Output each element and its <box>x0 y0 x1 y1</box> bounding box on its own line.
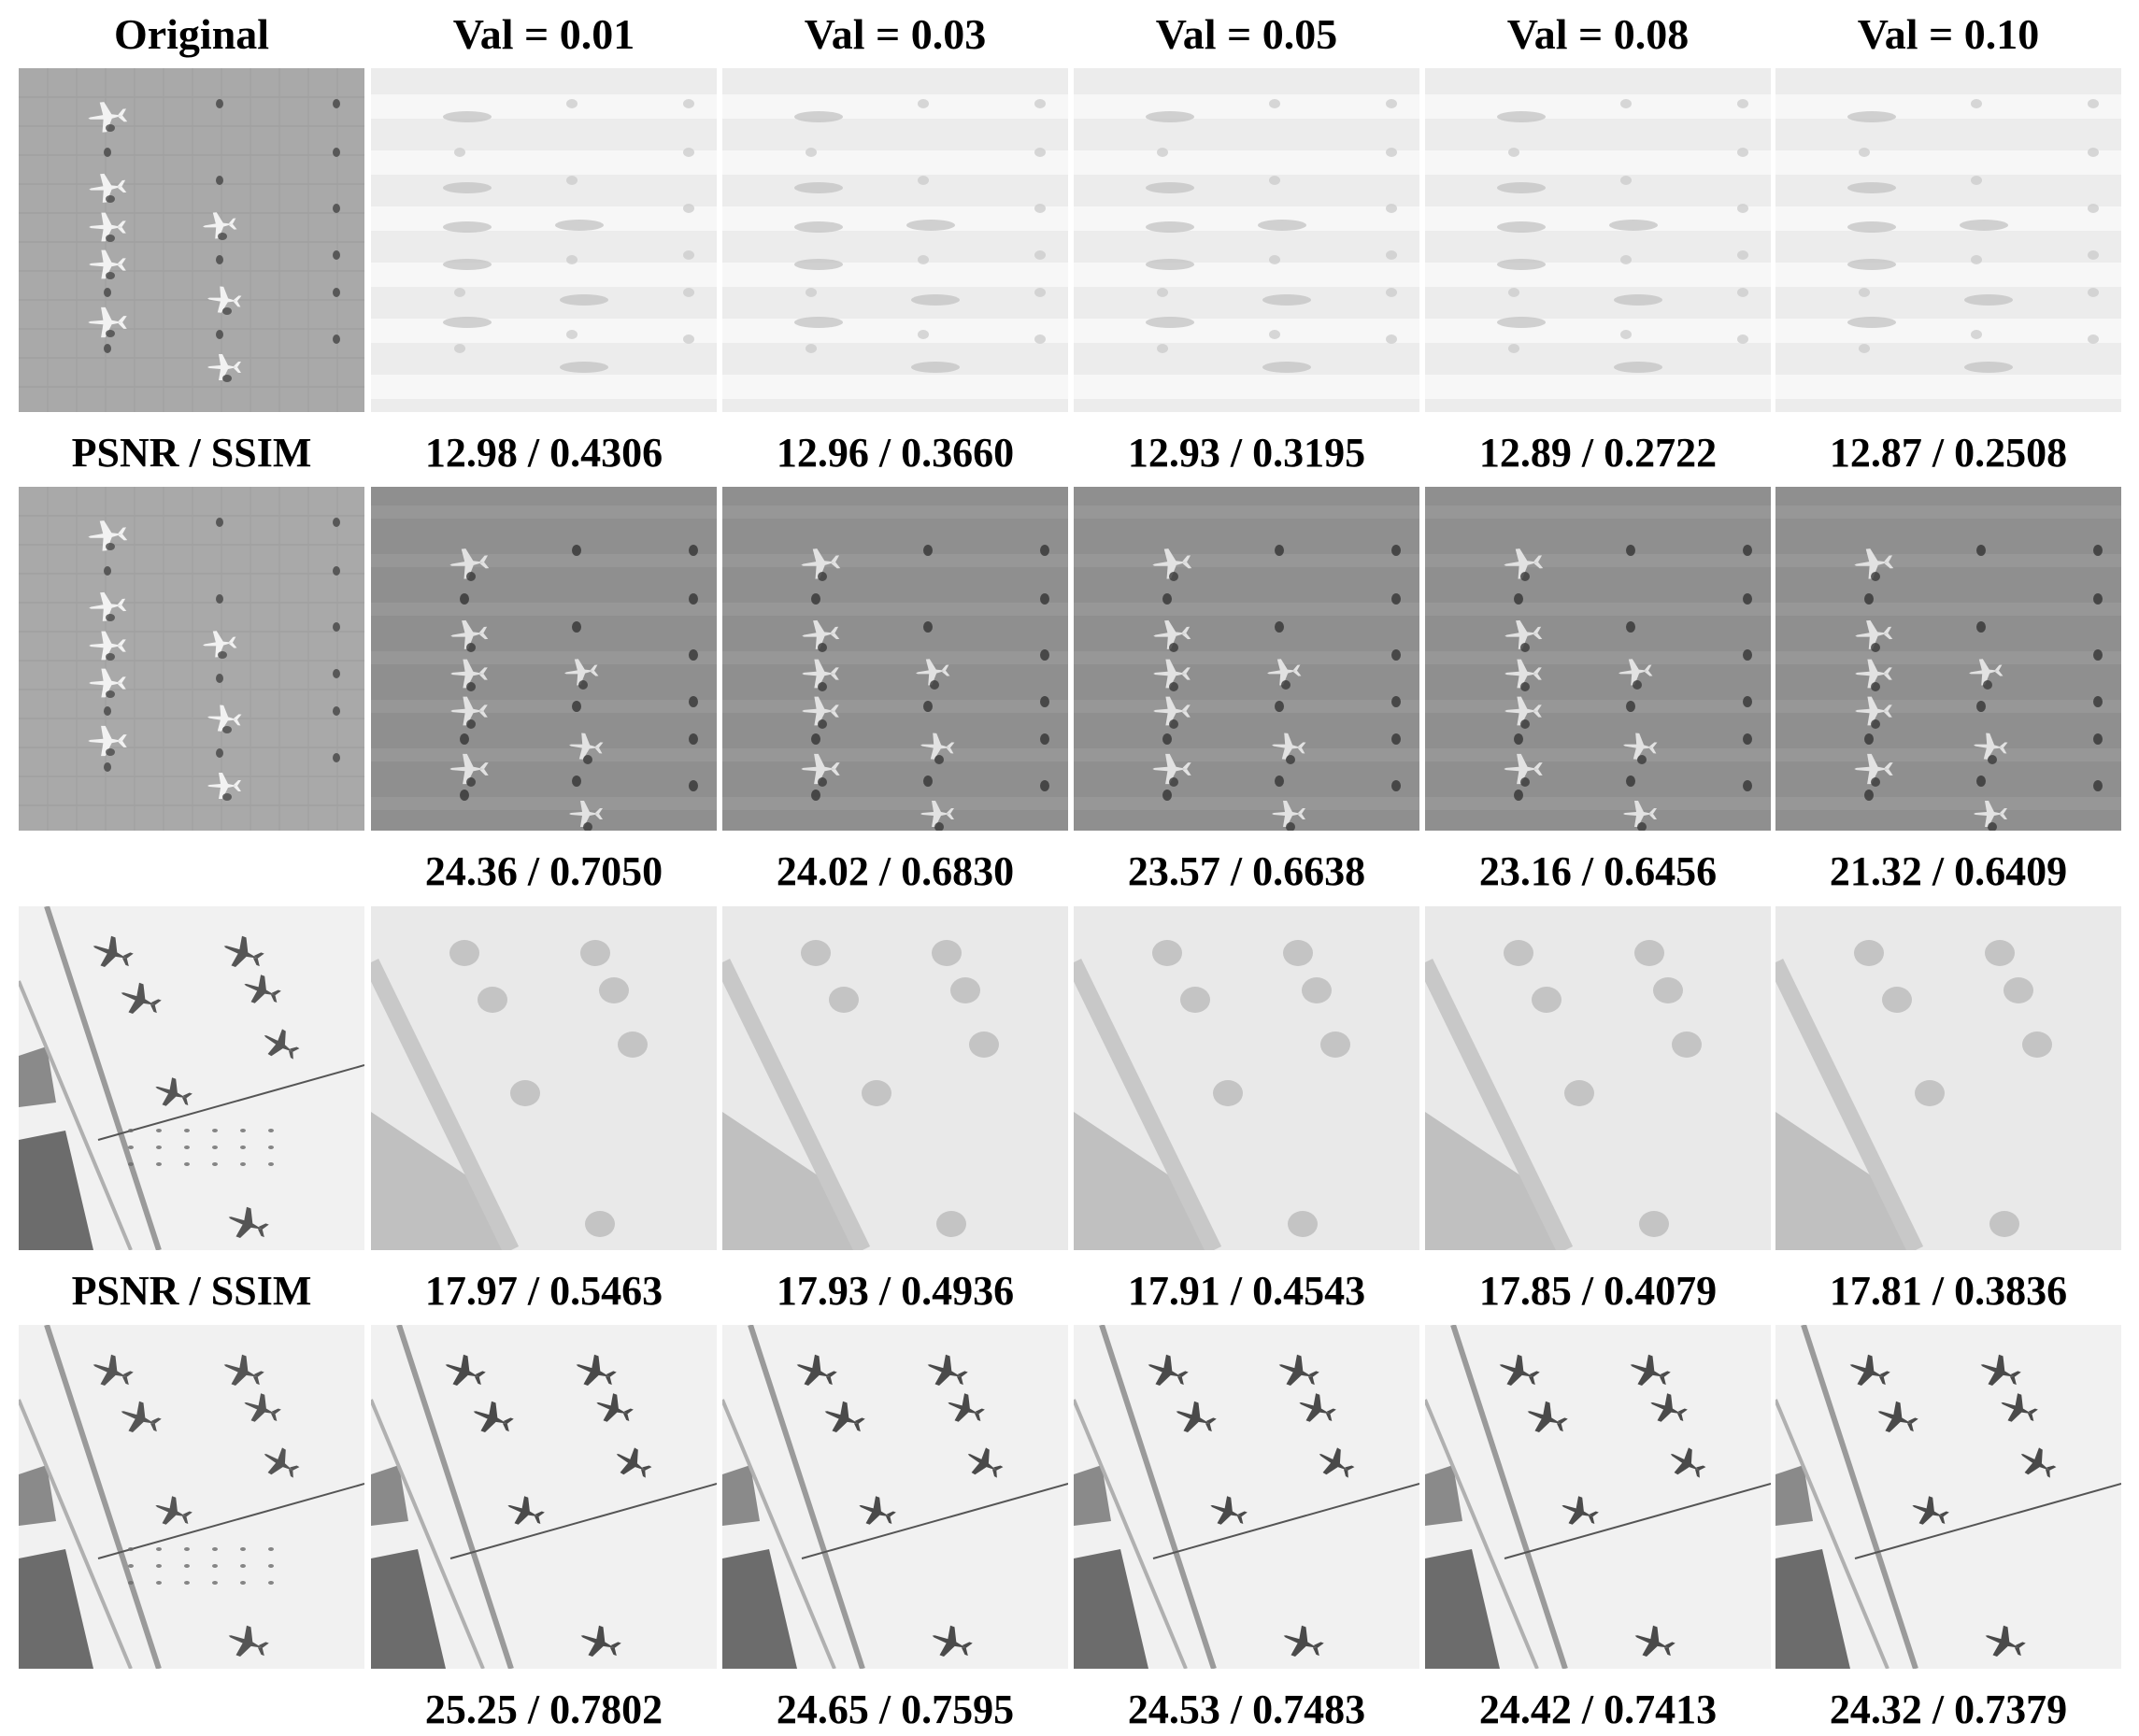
blurred-image <box>1074 906 1419 1250</box>
psnr-ssim-value: 17.85 / 0.4079 <box>1478 1268 1718 1314</box>
psnr-ssim-value: 12.93 / 0.3195 <box>1127 430 1366 476</box>
column-header: Val = 0.10 <box>1857 10 2040 58</box>
restored-image <box>1775 487 2121 831</box>
psnr-ssim-value: 24.42 / 0.7413 <box>1478 1686 1718 1732</box>
psnr-ssim-value: 23.57 / 0.6638 <box>1127 848 1366 894</box>
blurred-image <box>1425 906 1771 1250</box>
psnr-ssim-value: 24.32 / 0.7379 <box>1829 1686 2068 1732</box>
psnr-ssim-value: 17.93 / 0.4936 <box>776 1268 1015 1314</box>
original-image <box>19 906 364 1250</box>
restored-image <box>722 487 1068 831</box>
metric-row-label: PSNR / SSIM <box>71 430 312 476</box>
blurred-image <box>1425 68 1771 412</box>
column-header: Val = 0.05 <box>1155 10 1338 58</box>
restored-image <box>722 1325 1068 1669</box>
psnr-ssim-value: 17.81 / 0.3836 <box>1829 1268 2068 1314</box>
original-image <box>19 1325 364 1669</box>
psnr-ssim-value: 12.89 / 0.2722 <box>1478 430 1718 476</box>
restored-image <box>371 1325 717 1669</box>
restored-image <box>371 487 717 831</box>
column-header: Val = 0.01 <box>452 10 635 58</box>
original-image <box>19 68 364 412</box>
metric-row-label: PSNR / SSIM <box>71 1268 312 1314</box>
restored-image <box>1425 487 1771 831</box>
psnr-ssim-value: 12.96 / 0.3660 <box>776 430 1015 476</box>
restored-image <box>1074 487 1419 831</box>
psnr-ssim-value: 24.36 / 0.7050 <box>424 848 663 894</box>
restored-image <box>1074 1325 1419 1669</box>
restored-image <box>1425 1325 1771 1669</box>
blurred-image <box>1775 906 2121 1250</box>
column-header: Val = 0.03 <box>804 10 987 58</box>
restored-image <box>1775 1325 2121 1669</box>
psnr-ssim-value: 24.65 / 0.7595 <box>776 1686 1015 1732</box>
psnr-ssim-value: 25.25 / 0.7802 <box>424 1686 663 1732</box>
blurred-image <box>1074 68 1419 412</box>
original-image <box>19 487 364 831</box>
psnr-ssim-value: 17.97 / 0.5463 <box>424 1268 663 1314</box>
psnr-ssim-value: 21.32 / 0.6409 <box>1829 848 2068 894</box>
psnr-ssim-value: 24.02 / 0.6830 <box>776 848 1015 894</box>
psnr-ssim-value: 23.16 / 0.6456 <box>1478 848 1718 894</box>
blurred-image <box>722 68 1068 412</box>
psnr-ssim-value: 24.53 / 0.7483 <box>1127 1686 1366 1732</box>
psnr-ssim-value: 12.98 / 0.4306 <box>424 430 663 476</box>
blurred-image <box>371 68 717 412</box>
column-header: Original <box>113 10 270 58</box>
psnr-ssim-value: 17.91 / 0.4543 <box>1127 1268 1366 1314</box>
blurred-image <box>371 906 717 1250</box>
blurred-image <box>722 906 1068 1250</box>
column-header: Val = 0.08 <box>1506 10 1690 58</box>
psnr-ssim-value: 12.87 / 0.2508 <box>1829 430 2068 476</box>
blurred-image <box>1775 68 2121 412</box>
